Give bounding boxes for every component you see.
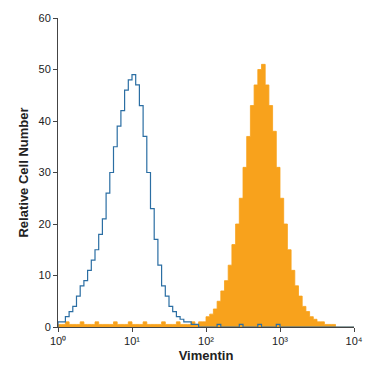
svg-text:Relative Cell Number: Relative Cell Number (16, 107, 31, 237)
svg-text:0: 0 (45, 321, 51, 333)
svg-text:10³: 10³ (272, 335, 288, 347)
svg-text:10⁰: 10⁰ (50, 335, 66, 347)
svg-text:10⁴: 10⁴ (346, 335, 363, 347)
svg-text:60: 60 (39, 12, 51, 24)
svg-text:10¹: 10¹ (124, 335, 140, 347)
svg-text:10: 10 (39, 269, 51, 281)
svg-text:50: 50 (39, 63, 51, 75)
svg-text:30: 30 (39, 166, 51, 178)
svg-text:10²: 10² (198, 335, 214, 347)
svg-text:20: 20 (39, 218, 51, 230)
svg-text:Vimentin: Vimentin (179, 348, 234, 363)
svg-text:40: 40 (39, 115, 51, 127)
